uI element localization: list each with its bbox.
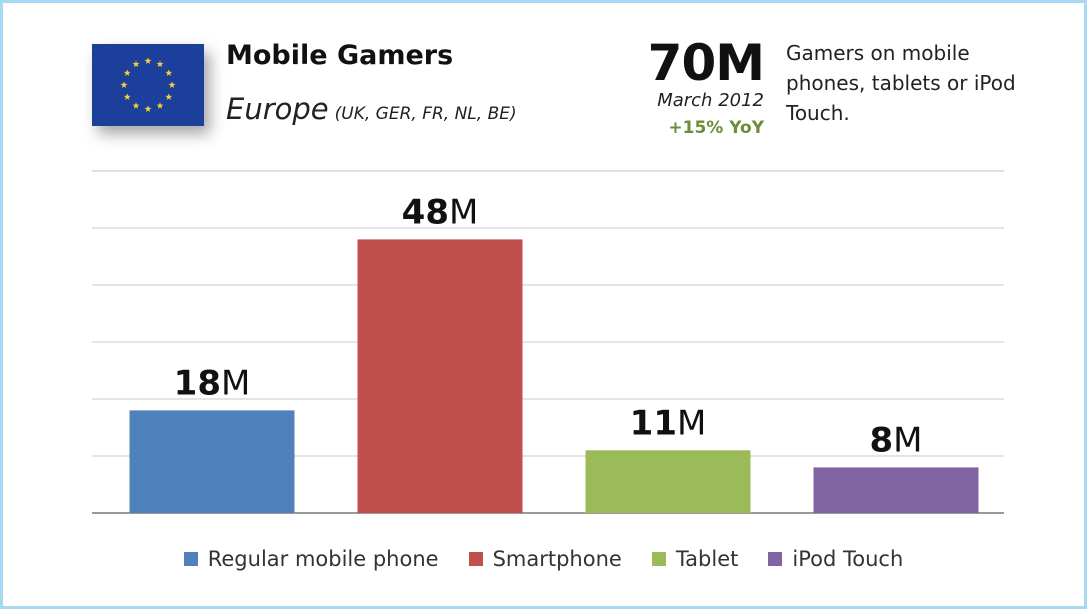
data-label-unit: M (677, 403, 706, 443)
region-label: Europe (226, 92, 329, 126)
bars (129, 239, 979, 513)
chart-title: Mobile Gamers (226, 40, 454, 71)
legend-item: Regular mobile phone (183, 547, 439, 571)
region-countries: (UK, GER, FR, NL, BE) (334, 104, 517, 124)
data-label-unit: M (893, 420, 922, 460)
flag-star-icon (156, 102, 164, 109)
legend-label: Smartphone (492, 547, 622, 571)
legend-swatch (651, 552, 666, 566)
flag-star-icon (132, 102, 140, 109)
flag-star-icon (165, 69, 173, 76)
data-label-number: 11 (630, 403, 677, 443)
data-label-number: 8 (869, 420, 893, 460)
legend-item: iPod Touch (768, 547, 903, 571)
data-label-number: 18 (174, 363, 221, 403)
flag-stars (120, 57, 176, 112)
data-label-unit: M (449, 192, 478, 232)
total-description: Gamers on mobile phones, tablets or iPod… (786, 41, 1016, 125)
legend: Regular mobile phone Smartphone Tablet iPod… (0, 547, 1087, 571)
flag-star-icon (120, 81, 128, 88)
gridlines (92, 170, 1004, 514)
bar (813, 467, 979, 513)
flag-star-icon (123, 69, 131, 76)
flag-star-icon (132, 60, 140, 68)
region-line: Europe (UK, GER, FR, NL, BE) (226, 92, 517, 126)
bar-data-label: 48M (402, 192, 479, 232)
legend-item: Smartphone (468, 547, 622, 571)
legend-label: iPod Touch (792, 547, 904, 571)
legend-swatch (183, 552, 198, 566)
flag-star-icon (123, 93, 131, 100)
bar-data-label: 11M (630, 403, 707, 443)
flag-star-icon (156, 60, 164, 68)
total-gamers-number: 70M (647, 34, 765, 92)
legend-swatch (768, 552, 783, 566)
bar (585, 450, 751, 513)
data-label-number: 48 (402, 192, 449, 232)
bar (357, 239, 523, 513)
bar-data-label: 8M (869, 420, 922, 460)
data-label-unit: M (221, 363, 250, 403)
legend-label: Tablet (675, 547, 739, 571)
legend-label: Regular mobile phone (207, 547, 439, 571)
total-date: March 2012 (657, 90, 764, 111)
legend-swatch (468, 552, 483, 566)
bar-data-label: 18M (174, 363, 251, 403)
flag-star-icon (168, 81, 176, 88)
bar (129, 410, 295, 513)
eu-flag-icon (92, 44, 204, 126)
growth-badge: +15% YoY (668, 118, 764, 138)
flag-star-icon (144, 105, 152, 112)
legend-item: Tablet (651, 547, 739, 571)
flag-star-icon (144, 57, 152, 64)
flag-star-icon (165, 93, 173, 100)
